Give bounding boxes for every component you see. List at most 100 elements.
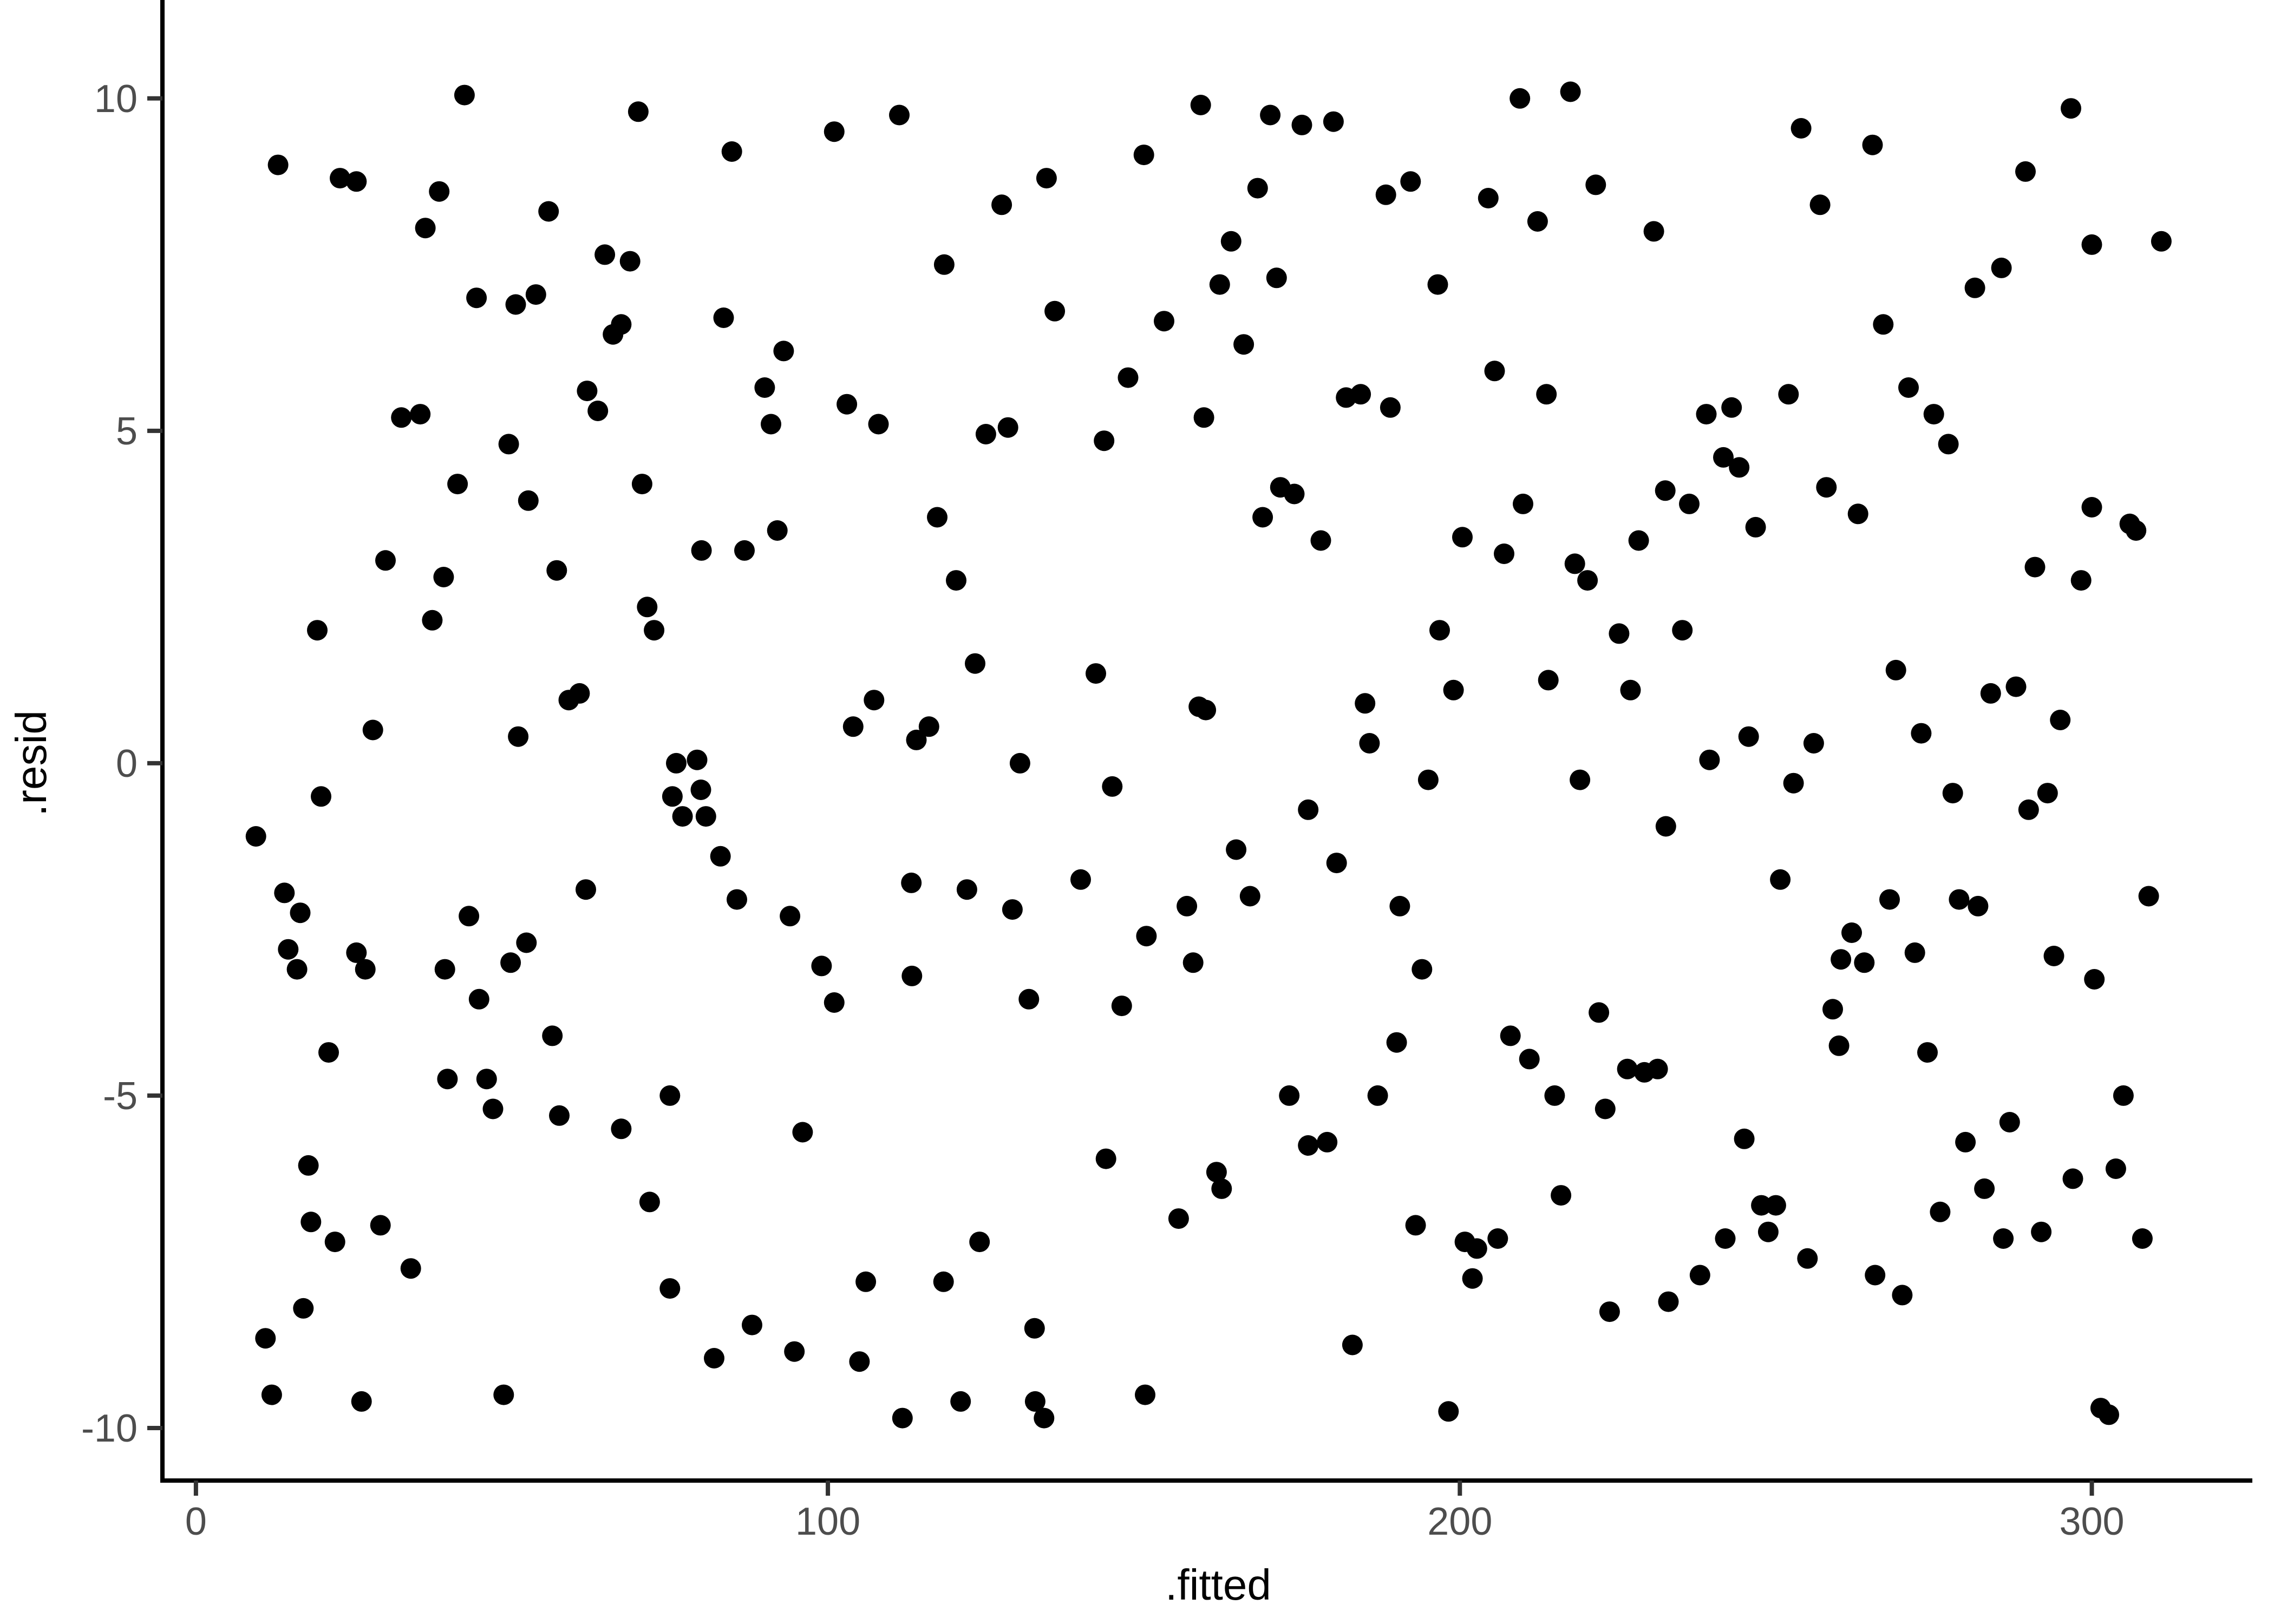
data-point — [1949, 889, 1970, 910]
data-point — [468, 988, 489, 1010]
data-point — [2005, 676, 2027, 697]
data-point — [362, 719, 383, 741]
data-point — [1803, 733, 1824, 754]
data-point — [1757, 1221, 1779, 1242]
y-tick-label: 5 — [116, 410, 138, 453]
data-point — [505, 294, 526, 315]
data-point — [2024, 556, 2046, 578]
data-point — [587, 401, 609, 421]
data-point — [1536, 384, 1557, 405]
data-point — [849, 1351, 870, 1372]
data-point — [482, 1098, 504, 1119]
data-point — [1168, 1208, 1189, 1229]
data-point — [311, 786, 331, 807]
data-point — [1791, 118, 1812, 139]
data-point — [1847, 503, 1868, 525]
data-point — [1873, 314, 1894, 335]
data-point — [1538, 670, 1559, 691]
data-point — [969, 1232, 990, 1253]
data-point — [837, 394, 858, 415]
data-point — [1135, 1384, 1155, 1405]
data-point — [933, 1271, 954, 1292]
data-point — [410, 404, 431, 425]
data-point — [1519, 1049, 1540, 1070]
data-point — [1002, 899, 1023, 920]
data-point — [1044, 300, 1066, 322]
data-point — [1211, 1178, 1232, 1199]
data-point — [1102, 776, 1123, 797]
data-point — [255, 1328, 276, 1349]
data-point — [901, 965, 923, 986]
data-point — [1968, 895, 1989, 916]
y-tick-label: -5 — [103, 1075, 138, 1118]
data-point — [1279, 1085, 1300, 1106]
y-tick-label: -10 — [81, 1407, 138, 1450]
data-point — [1589, 1002, 1610, 1023]
data-point — [1783, 772, 1804, 794]
data-point — [1427, 274, 1448, 295]
data-point — [569, 683, 590, 704]
data-point — [2037, 783, 2058, 804]
x-axis-title: .fitted — [1165, 1561, 1271, 1609]
data-point — [298, 1155, 319, 1176]
data-point — [1721, 397, 1742, 418]
data-point — [710, 846, 731, 867]
x-tick-label: 200 — [1427, 1500, 1492, 1543]
data-point — [274, 882, 295, 903]
data-point — [290, 902, 311, 924]
data-point — [2132, 1228, 2153, 1249]
data-point — [619, 251, 641, 272]
data-point — [855, 1271, 877, 1292]
data-point — [1974, 1178, 1995, 1199]
x-tick-label: 0 — [185, 1500, 207, 1543]
data-point — [767, 520, 788, 541]
data-point — [1729, 457, 1750, 478]
data-point — [1527, 211, 1548, 232]
data-point — [1816, 477, 1837, 498]
data-point — [1738, 726, 1759, 747]
data-point — [1355, 693, 1376, 714]
data-point — [2126, 520, 2147, 541]
data-point — [1018, 988, 1040, 1010]
data-point — [1317, 1131, 1338, 1152]
data-point — [1672, 620, 1693, 641]
data-point — [1226, 839, 1247, 860]
data-point — [1133, 145, 1154, 166]
data-point — [1991, 257, 2012, 278]
data-point — [1070, 869, 1091, 890]
data-point — [1679, 493, 1700, 514]
data-point — [1298, 1135, 1319, 1156]
data-point — [447, 474, 468, 495]
data-point — [300, 1212, 322, 1233]
data-point — [742, 1314, 762, 1335]
data-point — [1252, 507, 1273, 528]
data-point — [278, 939, 299, 960]
data-point — [1342, 1334, 1363, 1355]
data-point — [611, 314, 632, 335]
data-point — [1577, 570, 1598, 591]
data-point — [437, 1069, 458, 1090]
data-point — [1478, 188, 1499, 208]
data-point — [1570, 769, 1591, 790]
data-point — [576, 879, 596, 900]
data-point — [1892, 1285, 1913, 1306]
data-point — [1715, 1228, 1736, 1249]
data-point — [628, 101, 649, 122]
data-point — [1182, 952, 1204, 973]
data-point — [1266, 267, 1287, 289]
data-point — [1904, 942, 1925, 963]
data-point — [1024, 1318, 1045, 1339]
data-point — [1689, 1265, 1710, 1286]
data-point — [1923, 404, 1944, 425]
data-point — [824, 121, 845, 142]
data-point — [1220, 231, 1241, 252]
data-point — [2105, 1158, 2126, 1179]
data-point — [508, 726, 529, 747]
data-point — [1917, 1042, 1938, 1063]
data-point — [1942, 783, 1963, 804]
data-point — [956, 879, 977, 900]
data-point — [245, 826, 266, 847]
data-point — [1443, 679, 1464, 700]
